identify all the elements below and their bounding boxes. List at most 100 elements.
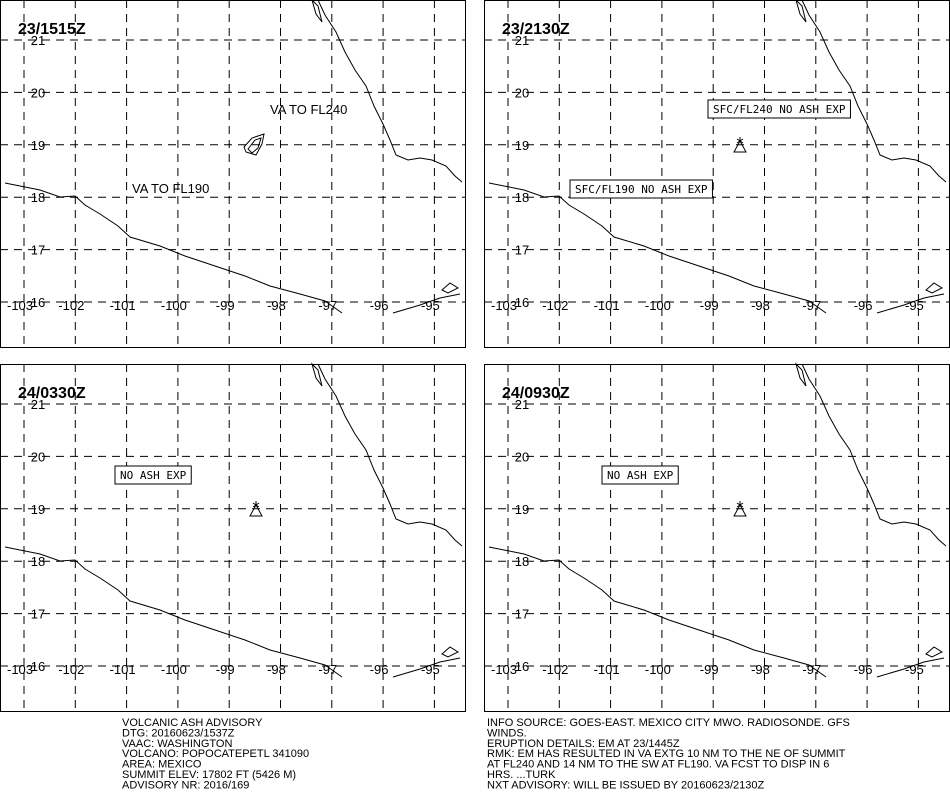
coastline bbox=[795, 0, 807, 23]
lon-label: -98 bbox=[751, 662, 770, 677]
advisory-line: VOLCANO: POPOCATEPETL 341090 bbox=[122, 748, 309, 760]
ash-label: SFC/FL190 NO ASH EXP bbox=[575, 183, 708, 196]
coastline bbox=[317, 363, 463, 547]
valid-time: 24/0930Z bbox=[502, 385, 570, 402]
lon-label: -103 bbox=[491, 662, 517, 677]
lat-label: 20 bbox=[515, 449, 529, 464]
ash-label: VA TO FL240 bbox=[270, 102, 347, 117]
lat-label: 18 bbox=[515, 190, 529, 205]
volcano-symbol bbox=[733, 137, 747, 153]
lon-label: -98 bbox=[267, 662, 286, 677]
map-panel: 21 20 19 18 17 16-103 -102 -101 -100 -99 -98 -97 -96… bbox=[484, 362, 950, 712]
lon-label: -103 bbox=[7, 298, 33, 313]
panel-frame bbox=[0, 0, 466, 348]
valid-time: 23/2130Z bbox=[502, 21, 570, 38]
advisory-line: NXT ADVISORY: WILL BE ISSUED BY 20160623… bbox=[487, 779, 764, 791]
lon-label: -103 bbox=[7, 662, 33, 677]
lon-label: -100 bbox=[161, 662, 187, 677]
panel-frame bbox=[0, 364, 466, 712]
lon-label: -97 bbox=[802, 662, 821, 677]
lon-label: -97 bbox=[318, 298, 337, 313]
lat-label: 16 bbox=[515, 659, 529, 674]
advisory-line: DTG: 20160623/1537Z bbox=[122, 727, 235, 739]
map-panel: 21 20 19 18 17 16-103 -102 -101 -100 -99 -98 -97 -96… bbox=[0, 362, 466, 712]
coastline bbox=[488, 182, 827, 314]
lat-label: 19 bbox=[31, 138, 45, 153]
coastline bbox=[801, 363, 947, 547]
coastline bbox=[4, 546, 343, 678]
lon-label: -96 bbox=[854, 298, 873, 313]
ash-area bbox=[243, 133, 265, 156]
volcano-symbol bbox=[249, 501, 263, 517]
lat-label: 16 bbox=[515, 295, 529, 310]
coastline bbox=[311, 0, 323, 23]
label-box bbox=[601, 465, 679, 485]
coastline bbox=[317, 0, 463, 183]
lat-label: 21 bbox=[515, 397, 529, 412]
advisory-line: WINDS. bbox=[487, 727, 527, 739]
lon-label: -97 bbox=[802, 298, 821, 313]
lat-label: 18 bbox=[31, 190, 45, 205]
lon-label: -100 bbox=[645, 662, 671, 677]
lon-label: -99 bbox=[216, 662, 235, 677]
lon-label: -102 bbox=[542, 662, 568, 677]
lon-label: -101 bbox=[110, 662, 136, 677]
label-box bbox=[569, 179, 713, 199]
lon-label: -95 bbox=[421, 662, 440, 677]
advisory-line: AT FL240 AND 14 NM TO THE SW AT FL190. V… bbox=[487, 759, 829, 771]
lat-label: 16 bbox=[31, 295, 45, 310]
ash-label: NO ASH EXP bbox=[607, 469, 674, 482]
panel-frame bbox=[484, 0, 950, 348]
lat-label: 21 bbox=[515, 33, 529, 48]
lon-label: -102 bbox=[58, 662, 84, 677]
label-box bbox=[114, 465, 192, 485]
lon-label: -95 bbox=[421, 298, 440, 313]
lon-label: -99 bbox=[216, 298, 235, 313]
coastline bbox=[876, 646, 945, 678]
coastline bbox=[876, 282, 945, 314]
lat-label: 17 bbox=[31, 607, 45, 622]
coastline bbox=[392, 282, 461, 314]
volcano-symbol bbox=[733, 501, 747, 517]
lon-label: -100 bbox=[161, 298, 187, 313]
lon-label: -96 bbox=[854, 662, 873, 677]
lat-label: 19 bbox=[515, 138, 529, 153]
map-panel: 21 20 19 18 17 16-103 -102 -101 -100 -99 -98 -97 -96… bbox=[484, 0, 950, 348]
coastline bbox=[4, 182, 343, 314]
ash-label: NO ASH EXP bbox=[120, 469, 187, 482]
ash-label: VA TO FL190 bbox=[132, 181, 209, 196]
lat-label: 17 bbox=[515, 607, 529, 622]
lat-label: 21 bbox=[31, 397, 45, 412]
lon-label: -101 bbox=[594, 298, 620, 313]
lat-label: 17 bbox=[31, 243, 45, 258]
advisory-line: ADVISORY NR: 2016/169 bbox=[122, 779, 249, 791]
advisory-line: ERUPTION DETAILS: EM AT 23/1445Z bbox=[487, 738, 680, 750]
coastline bbox=[794, 362, 807, 387]
lon-label: -96 bbox=[370, 662, 389, 677]
lat-label: 19 bbox=[515, 502, 529, 517]
lon-label: -99 bbox=[700, 298, 719, 313]
advisory-line: VAAC: WASHINGTON bbox=[122, 738, 232, 750]
lat-label: 20 bbox=[31, 85, 45, 100]
lon-label: -97 bbox=[318, 662, 337, 677]
lat-label: 20 bbox=[515, 85, 529, 100]
coastline bbox=[801, 0, 947, 183]
lat-label: 18 bbox=[515, 554, 529, 569]
lon-label: -98 bbox=[751, 298, 770, 313]
lon-label: -100 bbox=[645, 298, 671, 313]
lat-label: 19 bbox=[31, 502, 45, 517]
coastline bbox=[310, 362, 323, 387]
advisory-line: HRS. ...TURK bbox=[487, 769, 556, 781]
lon-label: -102 bbox=[58, 298, 84, 313]
map-panel: 21 20 19 18 17 16-103 -102 -101 -100 -99 -98 -97 -96… bbox=[0, 0, 466, 348]
label-box bbox=[707, 99, 851, 119]
advisory-line: VOLCANIC ASH ADVISORY bbox=[122, 717, 263, 729]
lon-label: -101 bbox=[110, 298, 136, 313]
lon-label: -96 bbox=[370, 298, 389, 313]
coastline bbox=[488, 546, 827, 678]
lon-label: -103 bbox=[491, 298, 517, 313]
advisory-line: AREA: MEXICO bbox=[122, 759, 202, 771]
lon-label: -98 bbox=[267, 298, 286, 313]
